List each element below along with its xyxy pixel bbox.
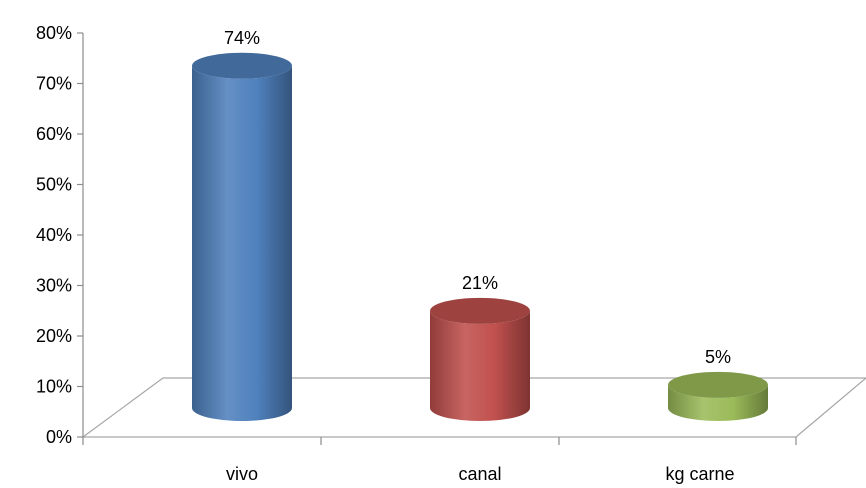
- y-tick-label: 20%: [36, 326, 72, 346]
- y-tick-label: 70%: [36, 74, 72, 94]
- bar-body: [192, 65, 292, 421]
- bars: [192, 52, 768, 421]
- y-tick-label: 40%: [36, 225, 72, 245]
- data-labels: 74% 21% 5%: [224, 28, 731, 367]
- data-label: 74%: [224, 28, 260, 48]
- x-tick-label: kg carne: [665, 464, 734, 484]
- bar-top: [668, 371, 768, 398]
- data-label: 21%: [462, 273, 498, 293]
- y-tick-label: 50%: [36, 175, 72, 195]
- y-tick-label: 10%: [36, 377, 72, 397]
- y-axis: 0% 10% 20% 30% 40% 50% 60% 70% 80%: [36, 23, 84, 447]
- y-tick-label: 60%: [36, 124, 72, 144]
- chart-floor: [81, 377, 866, 438]
- y-tick-label: 30%: [36, 276, 72, 296]
- bar-body: [668, 384, 768, 421]
- x-tick-label: vivo: [226, 464, 258, 484]
- bar-top: [430, 297, 530, 324]
- y-tick-label: 80%: [36, 23, 72, 43]
- x-tick-label: canal: [458, 464, 501, 484]
- bar-top: [192, 52, 292, 79]
- bar-vivo: [192, 52, 292, 421]
- x-axis: vivo canal kg carne: [82, 437, 797, 484]
- floor-plane: [81, 377, 866, 438]
- bar-kg-carne: [668, 371, 768, 421]
- data-label: 5%: [705, 347, 731, 367]
- bar-body: [430, 310, 530, 421]
- bar-canal: [430, 297, 530, 421]
- y-tick-label: 0%: [46, 427, 72, 447]
